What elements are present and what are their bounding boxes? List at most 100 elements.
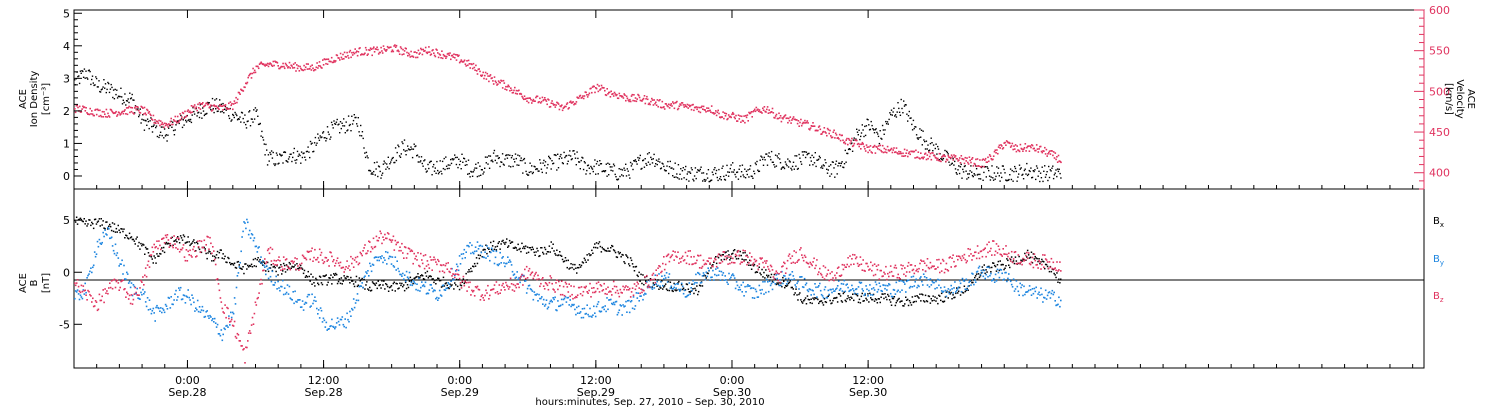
data-point — [287, 293, 290, 295]
data-point — [807, 122, 809, 124]
data-point — [166, 234, 169, 236]
data-point — [332, 276, 334, 279]
data-point — [582, 262, 585, 264]
data-point — [587, 313, 589, 316]
data-point — [601, 170, 603, 173]
data-point — [356, 125, 359, 127]
data-point — [596, 303, 599, 305]
data-point — [952, 294, 954, 296]
data-point — [956, 173, 958, 175]
data-point — [502, 256, 504, 258]
data-point — [785, 285, 788, 287]
data-point — [127, 98, 129, 100]
data-point — [796, 119, 798, 121]
data-point — [863, 135, 865, 138]
data-point — [92, 297, 94, 300]
data-point — [829, 129, 831, 132]
data-point — [438, 289, 441, 292]
data-point — [492, 240, 495, 243]
data-point — [200, 240, 203, 243]
data-point — [929, 302, 932, 304]
data-point — [838, 293, 841, 295]
data-point — [136, 294, 138, 296]
data-point — [184, 302, 187, 304]
data-point — [380, 177, 382, 179]
data-point — [598, 85, 600, 87]
data-point — [201, 305, 204, 308]
data-point — [78, 218, 81, 221]
data-point — [420, 48, 423, 51]
data-point — [371, 247, 374, 250]
data-point — [459, 284, 462, 286]
data-point — [829, 299, 831, 302]
data-point — [298, 267, 300, 270]
data-point — [344, 318, 346, 320]
data-point — [743, 176, 745, 178]
data-point — [897, 102, 899, 104]
data-point — [254, 257, 257, 260]
data-point — [423, 160, 425, 162]
data-point — [567, 259, 569, 262]
data-point — [122, 112, 125, 115]
data-point — [387, 257, 390, 260]
data-point — [809, 156, 812, 159]
data-point — [364, 152, 366, 154]
data-point — [558, 108, 561, 111]
data-point — [249, 265, 252, 267]
data-point — [924, 152, 927, 155]
data-point — [758, 284, 761, 287]
data-point — [896, 111, 898, 113]
data-point — [695, 273, 697, 276]
data-point — [879, 285, 882, 288]
data-point — [909, 153, 911, 156]
data-point — [941, 159, 944, 161]
data-point — [795, 165, 797, 167]
data-point — [173, 120, 176, 122]
data-point — [245, 263, 247, 265]
data-point — [207, 236, 209, 238]
data-point — [94, 300, 97, 302]
data-point — [788, 119, 791, 122]
data-point — [767, 281, 769, 283]
data-point — [192, 107, 194, 109]
data-point — [163, 122, 166, 125]
data-point — [983, 269, 986, 272]
data-point — [275, 163, 277, 165]
data-point — [1058, 160, 1061, 162]
data-point — [315, 300, 317, 302]
data-point — [91, 78, 93, 81]
data-point — [253, 69, 256, 72]
data-point — [497, 157, 500, 160]
data-point — [128, 280, 131, 283]
data-point — [175, 124, 177, 126]
data-point — [249, 72, 252, 75]
data-point — [139, 248, 141, 250]
data-point — [650, 100, 652, 103]
data-point — [295, 70, 297, 72]
data-point — [954, 296, 956, 299]
data-point — [272, 263, 275, 265]
data-point — [919, 277, 921, 280]
data-point — [295, 162, 297, 164]
data-point — [250, 77, 253, 79]
data-point — [133, 293, 136, 295]
data-point — [307, 251, 310, 253]
data-point — [1024, 252, 1026, 255]
data-point — [194, 310, 196, 312]
data-point — [1027, 173, 1030, 175]
data-point — [348, 51, 351, 53]
data-point — [486, 292, 488, 294]
data-point — [957, 292, 959, 294]
data-point — [256, 109, 258, 111]
data-point — [254, 301, 257, 304]
data-point — [1009, 258, 1012, 261]
data-point — [367, 288, 369, 290]
data-point — [554, 154, 556, 156]
data-point — [365, 271, 367, 273]
data-point — [169, 120, 172, 123]
data-point — [667, 160, 669, 163]
data-point — [1058, 296, 1060, 299]
data-point — [126, 100, 129, 102]
data-point — [751, 175, 753, 178]
data-point — [535, 96, 537, 99]
